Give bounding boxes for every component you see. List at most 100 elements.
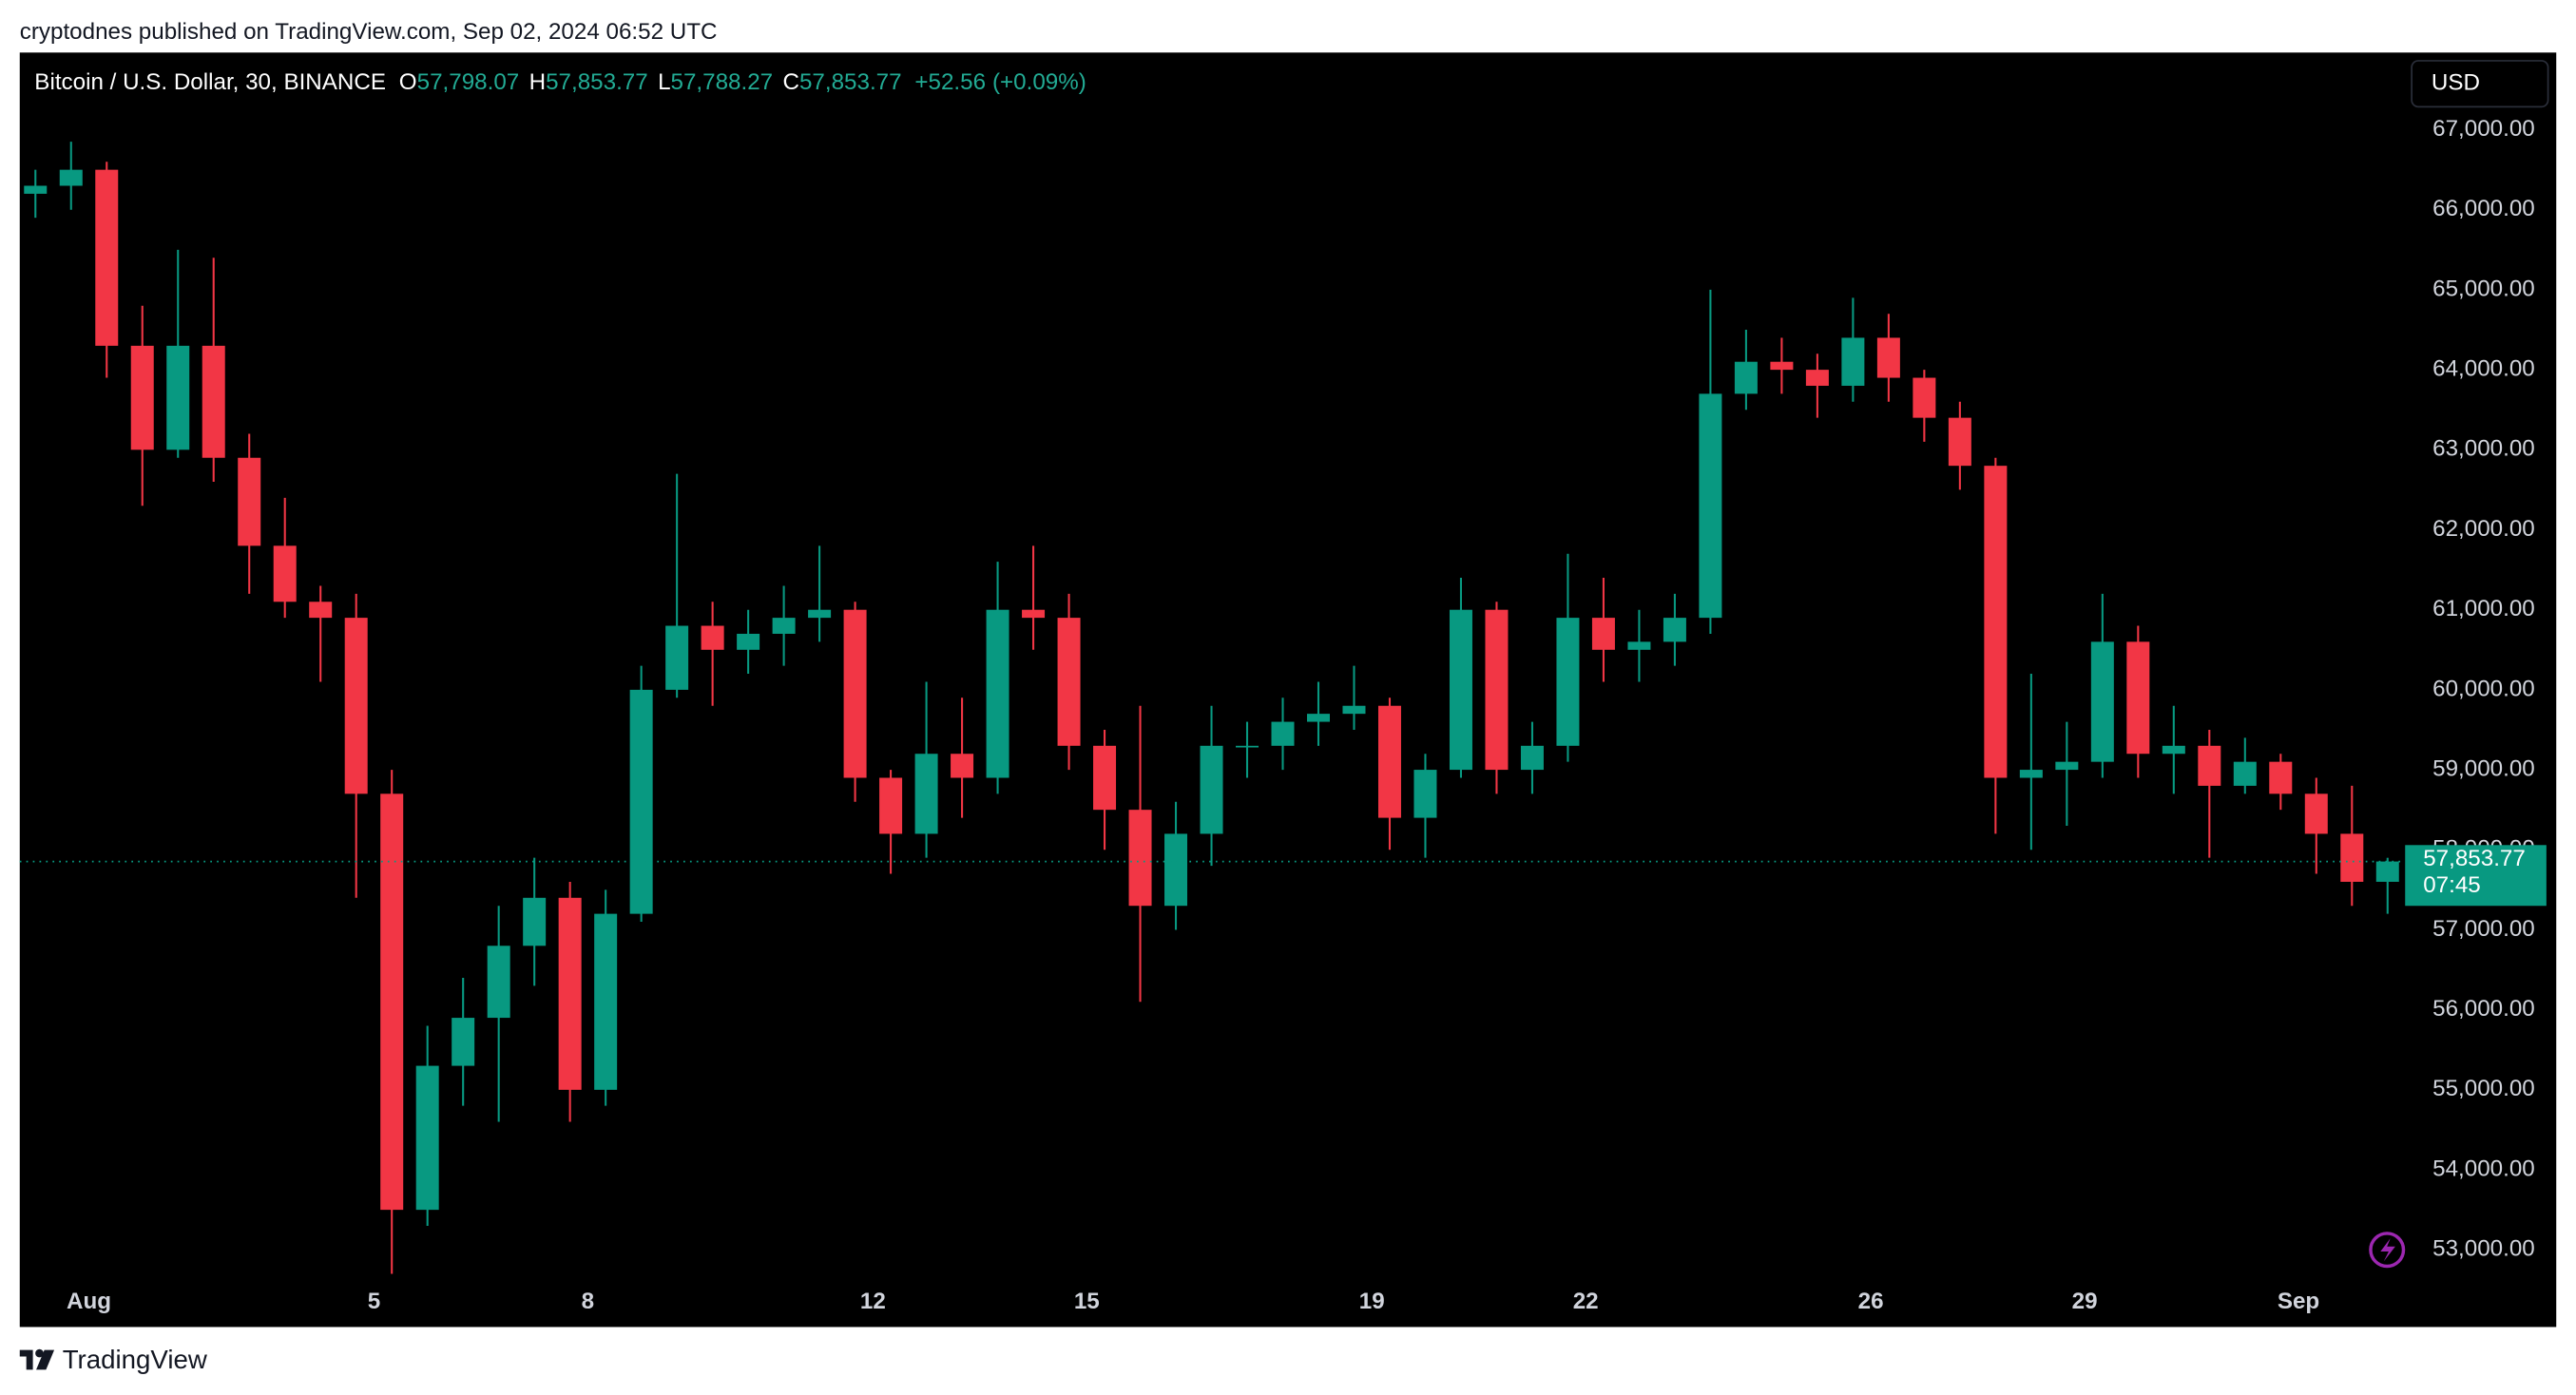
candle-body	[2340, 833, 2364, 882]
candle-body	[1876, 337, 1900, 378]
y-tick-label: 61,000.00	[2432, 596, 2535, 621]
candle-body	[1413, 770, 1437, 818]
candle-body	[1236, 745, 1259, 748]
candle-body	[1377, 705, 1401, 818]
y-tick-label: 67,000.00	[2432, 116, 2535, 142]
x-tick-label: 19	[1359, 1289, 1385, 1314]
footer-logo	[19, 1348, 55, 1370]
y-tick-label: 64,000.00	[2432, 356, 2535, 382]
candle-body	[594, 913, 618, 1090]
currency-label[interactable]: USD	[2432, 70, 2480, 96]
plot-area: 53,000.00 54,000.00 55,000.00 56,000.00 57,0…	[24, 116, 2535, 1314]
candle-body	[2304, 793, 2328, 834]
candle-body	[2233, 761, 2257, 786]
candle-body	[24, 185, 48, 194]
alert-icon[interactable]	[2369, 1232, 2406, 1269]
candle-body	[1984, 466, 2008, 778]
candle-body	[344, 618, 368, 794]
symbol-title: Bitcoin / U.S. Dollar, 30, BINANCE	[34, 70, 386, 96]
candle-body	[2019, 770, 2043, 778]
candle-body	[1485, 609, 1509, 771]
candle-body	[701, 625, 724, 650]
x-tick-label: 5	[368, 1289, 380, 1314]
candle-body	[1556, 618, 1580, 746]
candle-body	[914, 754, 938, 834]
candle-body	[415, 1065, 439, 1211]
x-tick-label: Sep	[2278, 1289, 2319, 1314]
x-tick-label: Aug	[67, 1289, 111, 1314]
y-tick-label: 65,000.00	[2432, 276, 2535, 301]
candle-body	[1913, 377, 1936, 418]
candle-body	[1342, 705, 1366, 715]
bar-countdown: 07:45	[2423, 872, 2481, 898]
candle-body	[1164, 833, 1188, 907]
candle-body	[166, 345, 190, 450]
logo-part	[36, 1349, 55, 1370]
candle-body	[1307, 714, 1330, 722]
published-note: cryptodnes published on TradingView.com,…	[20, 19, 718, 45]
candle-body	[2375, 861, 2399, 882]
candle-body	[2269, 761, 2293, 794]
candle-body	[309, 602, 333, 619]
candle-body	[1200, 745, 1223, 834]
candle-body	[130, 345, 154, 450]
candle-body	[986, 609, 1009, 778]
candle-body	[1271, 721, 1295, 746]
x-tick-label: 26	[1858, 1289, 1884, 1314]
candle-body	[1057, 618, 1081, 746]
candle-body	[452, 1018, 475, 1066]
candle-body	[2090, 641, 2114, 762]
ohlc-value: 57,788.27	[671, 70, 774, 96]
candle-body	[1699, 393, 1722, 619]
y-tick-label: 55,000.00	[2432, 1076, 2535, 1101]
candle-body	[629, 689, 653, 914]
ohlc-value: 57,798.07	[417, 70, 520, 96]
y-tick-label: 62,000.00	[2432, 516, 2535, 542]
y-tick-label: 53,000.00	[2432, 1236, 2535, 1262]
y-tick-label: 56,000.00	[2432, 996, 2535, 1022]
candle-body	[1022, 609, 1046, 619]
candle-body	[808, 609, 832, 619]
candle-body	[1841, 337, 1865, 386]
y-tick-label: 57,000.00	[2432, 916, 2535, 942]
candle-body	[772, 618, 796, 634]
currency-button[interactable]	[2411, 60, 2549, 108]
candle-body	[1805, 370, 1829, 386]
candle-body	[202, 345, 225, 458]
candle-body	[1627, 641, 1651, 650]
candle-body	[2162, 745, 2185, 755]
x-tick-label: 29	[2072, 1289, 2098, 1314]
candle-body	[1093, 745, 1117, 811]
footer-brand: TradingView	[63, 1345, 208, 1374]
candle-body	[1128, 810, 1152, 907]
candle-body	[951, 754, 974, 778]
ohlc-value: 57,853.77	[799, 70, 902, 96]
candle-body	[273, 545, 297, 602]
ohlc-key: O	[399, 70, 417, 96]
ohlc-value: 57,853.77	[546, 70, 648, 96]
candle-body	[238, 457, 261, 546]
x-tick-label: 22	[1573, 1289, 1599, 1314]
candle-body	[1663, 618, 1686, 642]
candle-body	[1948, 417, 1971, 467]
candle-body	[1591, 618, 1615, 650]
ohlc-key: C	[783, 70, 799, 96]
candle-body	[487, 946, 510, 1019]
candle-body	[558, 897, 582, 1090]
candle-body	[665, 625, 689, 690]
x-tick-label: 12	[860, 1289, 886, 1314]
x-tick-label: 15	[1074, 1289, 1100, 1314]
ohlc-key: H	[529, 70, 546, 96]
logo-part	[19, 1349, 33, 1370]
candle-body	[95, 169, 119, 346]
y-tick-label: 54,000.00	[2432, 1156, 2535, 1181]
candle-body	[59, 169, 83, 186]
change-value: +52.56	[914, 70, 986, 96]
last-price-tag	[2405, 845, 2547, 907]
candle-body	[879, 777, 903, 834]
candle-body	[1449, 609, 1472, 771]
alert-bolt	[2380, 1238, 2395, 1262]
